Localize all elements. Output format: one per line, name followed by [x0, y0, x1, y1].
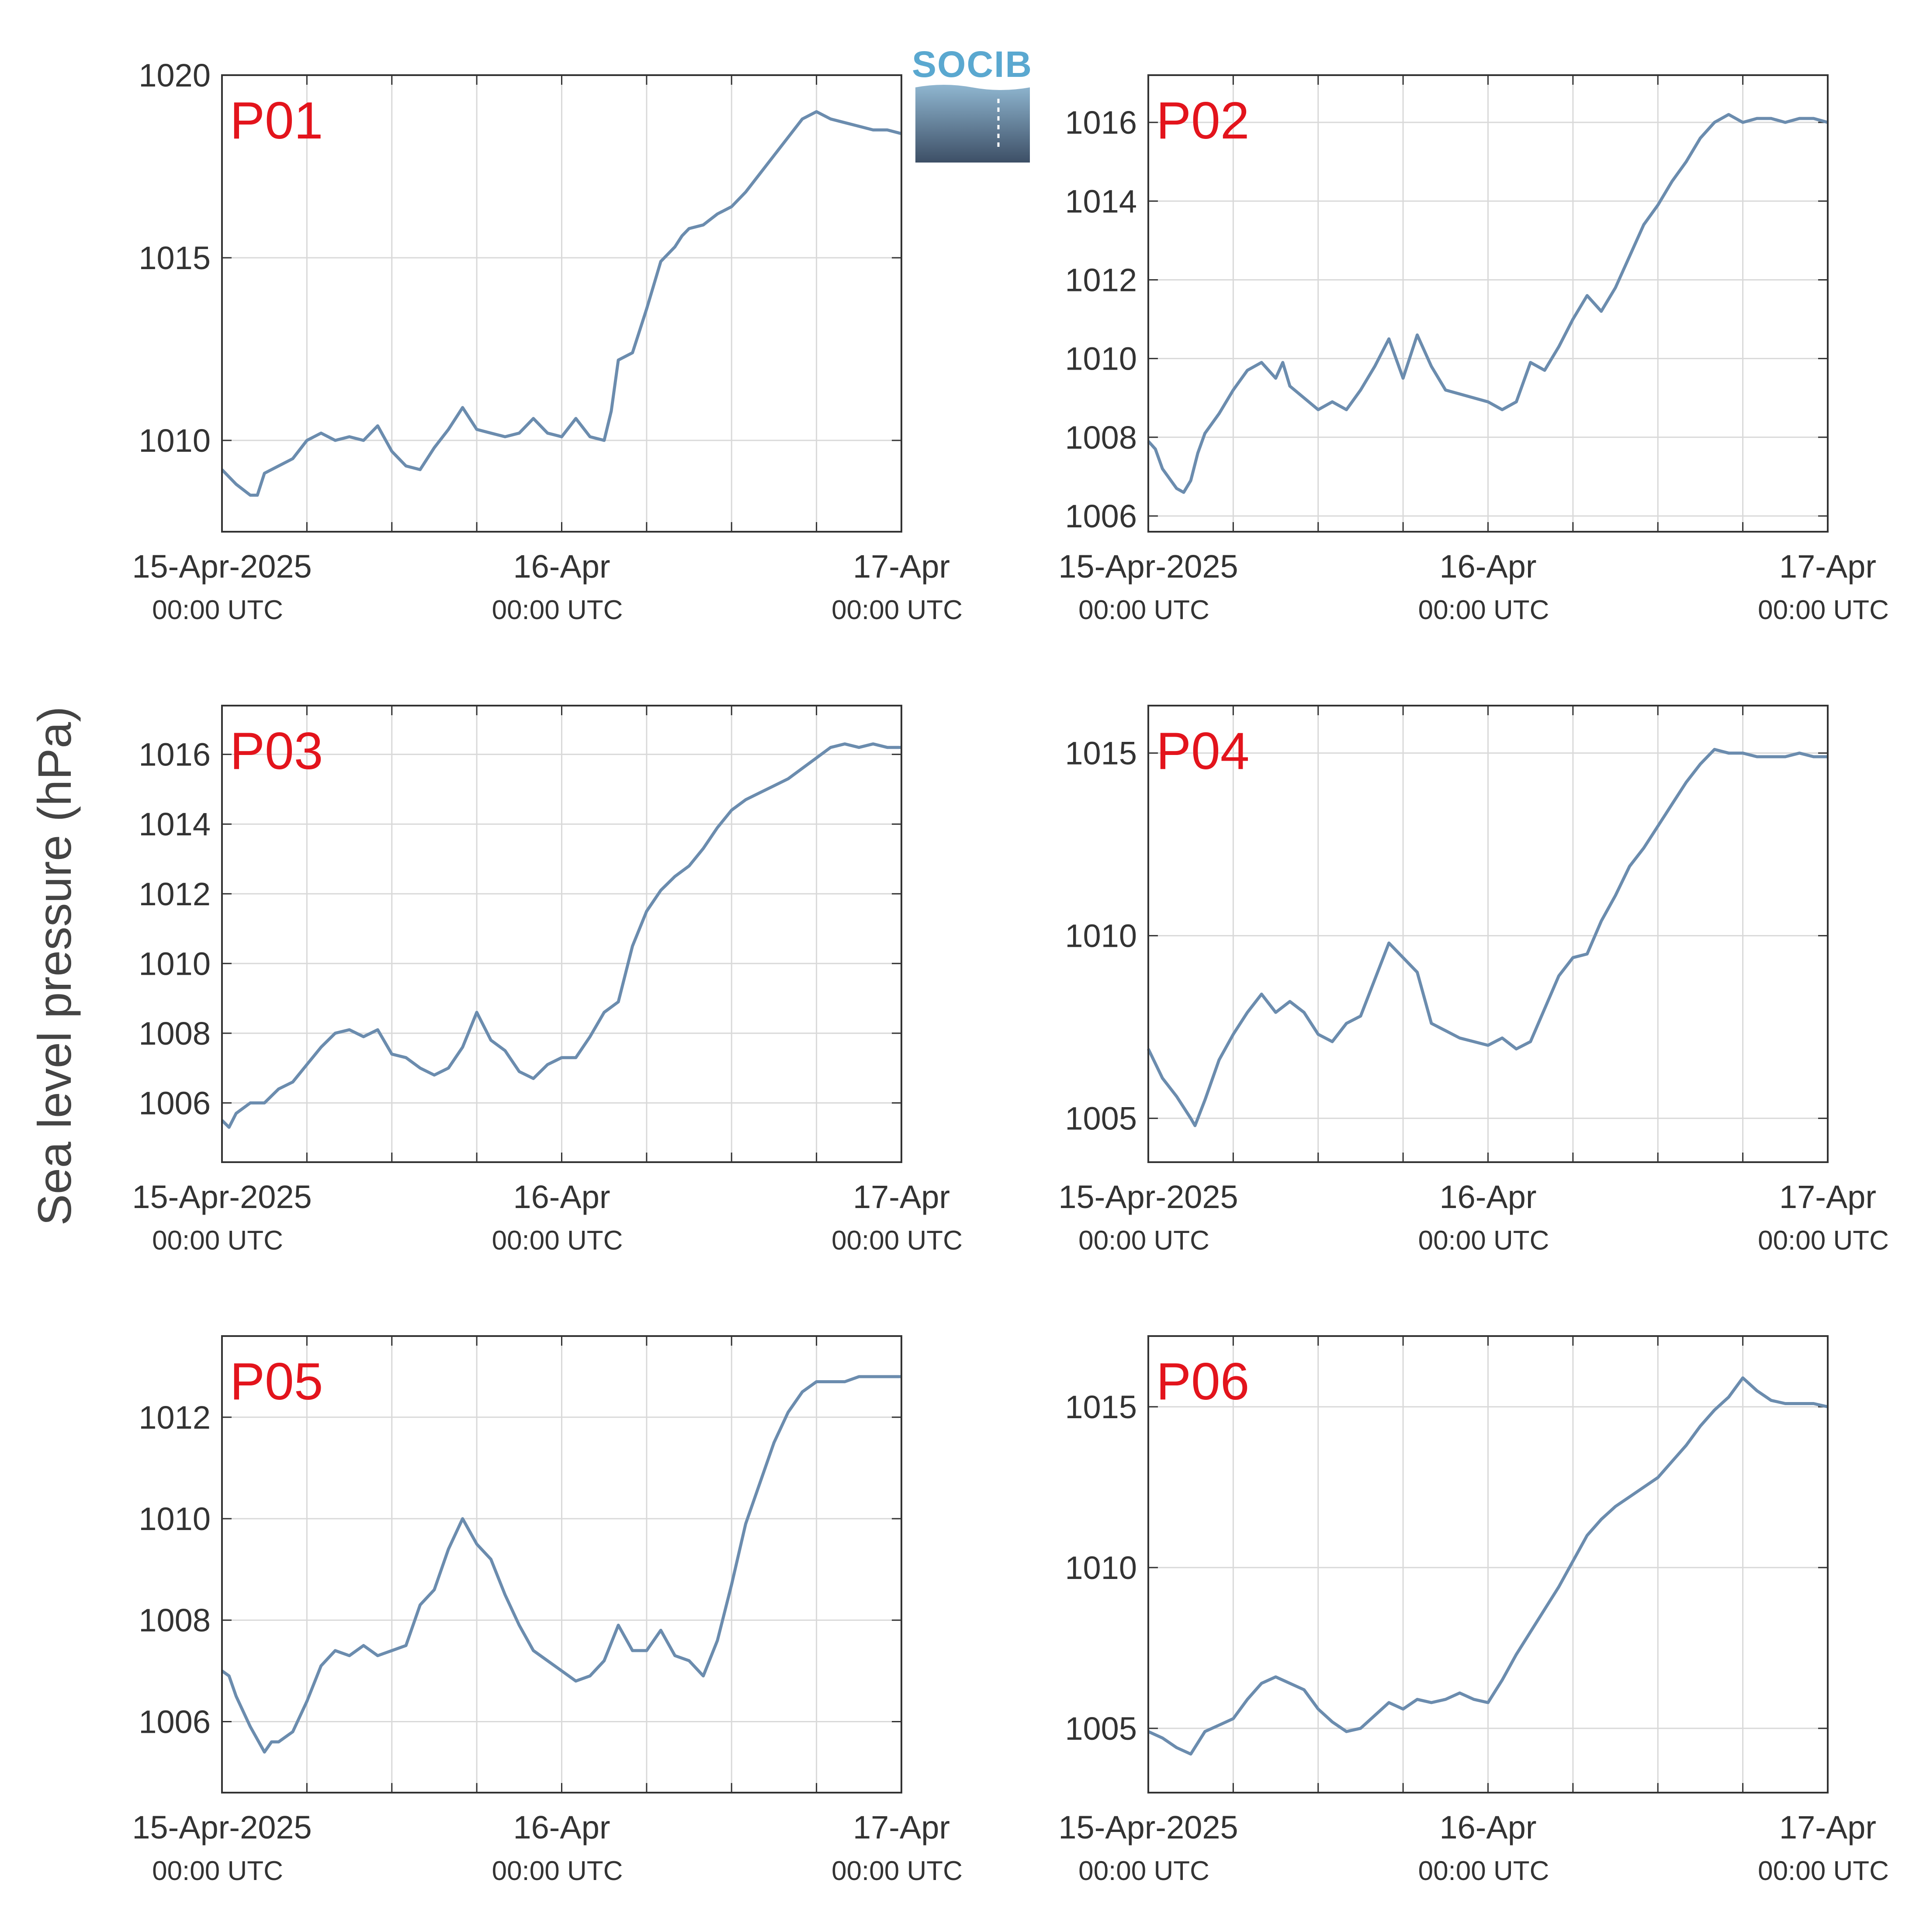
x-tick-label: 17-Apr: [1779, 1809, 1876, 1845]
x-tick-sublabel: 00:00 UTC: [1758, 595, 1889, 625]
panel-label: P01: [230, 91, 323, 150]
x-tick-sublabel: 00:00 UTC: [152, 1226, 283, 1256]
series-line: [1147, 113, 1828, 494]
plot-frame: [1147, 74, 1829, 533]
x-tick-label: 15-Apr-2025: [1058, 548, 1238, 585]
x-tick-label: 15-Apr-2025: [132, 548, 312, 585]
x-tick-sublabel: 00:00 UTC: [832, 595, 963, 625]
x-tick-label: 16-Apr: [1439, 548, 1536, 585]
y-tick-label: 1008: [139, 1602, 211, 1638]
series-line: [1147, 748, 1828, 1127]
x-tick-sublabel: 00:00 UTC: [1078, 1226, 1209, 1256]
series-line: [1147, 1376, 1828, 1756]
x-tick-label: 15-Apr-2025: [132, 1179, 312, 1215]
y-tick-label: 1005: [1065, 1101, 1137, 1137]
plot-frame: [221, 705, 902, 1163]
x-tick-sublabel: 00:00 UTC: [492, 595, 623, 625]
x-tick-sublabel: 00:00 UTC: [832, 1226, 963, 1256]
y-tick-label: 1014: [1065, 183, 1137, 219]
chart-panel-p06: 1005 1010 1015 15-Apr-2025 00:00 UTC 16-Apr 00…: [1058, 1335, 1889, 1886]
socib-logo: SOCIB: [912, 44, 1032, 163]
x-tick-label: 17-Apr: [853, 1809, 950, 1845]
y-tick-label: 1008: [1065, 419, 1137, 456]
plot-frame: [221, 1335, 902, 1794]
x-tick-label: 15-Apr-2025: [1058, 1179, 1238, 1215]
y-tick-label: 1010: [139, 945, 211, 982]
chart-panel-p03: 1006 1008 1010 1012 1014 1016 15-Apr-2025 00:00…: [132, 705, 963, 1256]
y-tick-label: 1016: [139, 737, 211, 773]
x-tick-sublabel: 00:00 UTC: [1078, 1856, 1209, 1886]
y-tick-label: 1014: [139, 806, 211, 842]
x-tick-sublabel: 00:00 UTC: [492, 1226, 623, 1256]
plot-frame: [1147, 705, 1829, 1163]
y-tick-label: 1010: [139, 422, 211, 459]
y-tick-label: 1015: [139, 240, 211, 276]
x-tick-label: 17-Apr: [853, 548, 950, 585]
plot-frame: [1147, 1335, 1829, 1794]
series-line: [221, 742, 901, 1129]
y-tick-label: 1010: [1065, 918, 1137, 954]
y-tick-label: 1016: [1065, 104, 1137, 141]
x-tick-label: 15-Apr-2025: [132, 1809, 312, 1845]
logo-wave-block: [915, 85, 1030, 163]
x-tick-sublabel: 00:00 UTC: [1078, 595, 1209, 625]
y-tick-label: 1008: [139, 1015, 211, 1052]
x-tick-label: 16-Apr: [513, 1809, 610, 1845]
x-tick-sublabel: 00:00 UTC: [1758, 1856, 1889, 1886]
x-tick-sublabel: 00:00 UTC: [492, 1856, 623, 1886]
x-tick-label: 16-Apr: [513, 1179, 610, 1215]
panel-label: P02: [1156, 91, 1250, 150]
x-tick-sublabel: 00:00 UTC: [152, 1856, 283, 1886]
panel-label: P04: [1156, 722, 1250, 780]
y-tick-label: 1020: [139, 57, 211, 93]
y-axis-label: Sea level pressure (hPa): [28, 706, 81, 1226]
plot-frame: [221, 74, 902, 533]
x-tick-sublabel: 00:00 UTC: [1758, 1226, 1889, 1256]
y-tick-label: 1012: [1065, 262, 1137, 298]
x-tick-label: 16-Apr: [1439, 1179, 1536, 1215]
x-tick-label: 17-Apr: [853, 1179, 950, 1215]
y-tick-label: 1012: [139, 876, 211, 912]
x-tick-sublabel: 00:00 UTC: [1418, 1856, 1549, 1886]
y-tick-label: 1010: [1065, 341, 1137, 377]
chart-panel-p01: 1010 1015 1020 15-Apr-2025 00:00 UTC 16-Apr 00…: [132, 57, 963, 625]
y-tick-label: 1015: [1065, 1389, 1137, 1425]
logo-text: SOCIB: [912, 44, 1032, 85]
y-tick-label: 1006: [1065, 498, 1137, 534]
chart-panel-p04: 1005 1010 1015 15-Apr-2025 00:00 UTC 16-Apr 00…: [1058, 705, 1889, 1256]
x-tick-label: 17-Apr: [1779, 548, 1876, 585]
x-tick-sublabel: 00:00 UTC: [832, 1856, 963, 1886]
x-tick-sublabel: 00:00 UTC: [1418, 1226, 1549, 1256]
chart-panel-p05: 1006 1008 1010 1012 15-Apr-2025 00:00 UTC 16-A…: [132, 1335, 963, 1886]
y-tick-label: 1006: [139, 1085, 211, 1121]
panel-label: P06: [1156, 1352, 1250, 1411]
x-tick-sublabel: 00:00 UTC: [1418, 595, 1549, 625]
x-tick-label: 16-Apr: [513, 548, 610, 585]
x-tick-label: 16-Apr: [1439, 1809, 1536, 1845]
series-line: [221, 110, 902, 497]
x-tick-label: 17-Apr: [1779, 1179, 1876, 1215]
chart-panel-p02: 1006 1008 1010 1012 1014 1016 15-Apr-2025 00:00…: [1058, 74, 1889, 625]
y-tick-label: 1015: [1065, 735, 1137, 772]
series-line: [221, 1375, 901, 1754]
y-tick-label: 1005: [1065, 1710, 1137, 1747]
y-tick-label: 1010: [1065, 1550, 1137, 1586]
panel-label: P05: [230, 1352, 323, 1411]
y-tick-label: 1006: [139, 1703, 211, 1740]
y-tick-label: 1010: [139, 1501, 211, 1537]
x-tick-label: 15-Apr-2025: [1058, 1809, 1238, 1845]
x-tick-sublabel: 00:00 UTC: [152, 595, 283, 625]
y-tick-label: 1012: [139, 1399, 211, 1436]
panel-label: P03: [230, 722, 323, 780]
